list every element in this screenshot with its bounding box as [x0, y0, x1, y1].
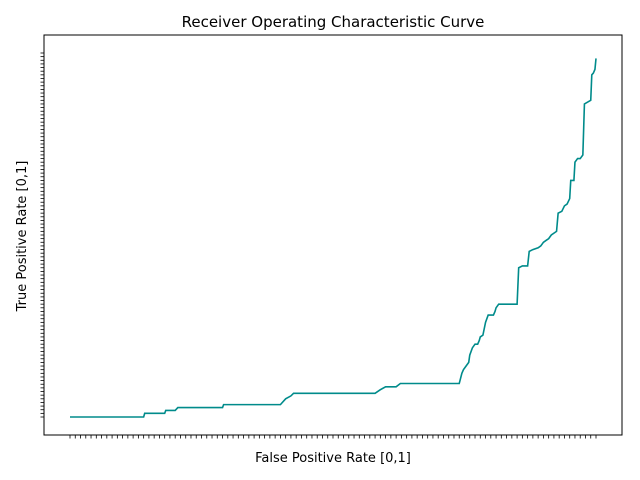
- chart-title: Receiver Operating Characteristic Curve: [182, 13, 485, 31]
- roc-curve-line: [70, 58, 597, 418]
- y-axis-label: True Positive Rate [0,1]: [15, 161, 30, 313]
- x-axis-label: False Positive Rate [0,1]: [255, 451, 411, 466]
- axis-ticks: [40, 52, 597, 439]
- plot-frame: [43, 34, 623, 436]
